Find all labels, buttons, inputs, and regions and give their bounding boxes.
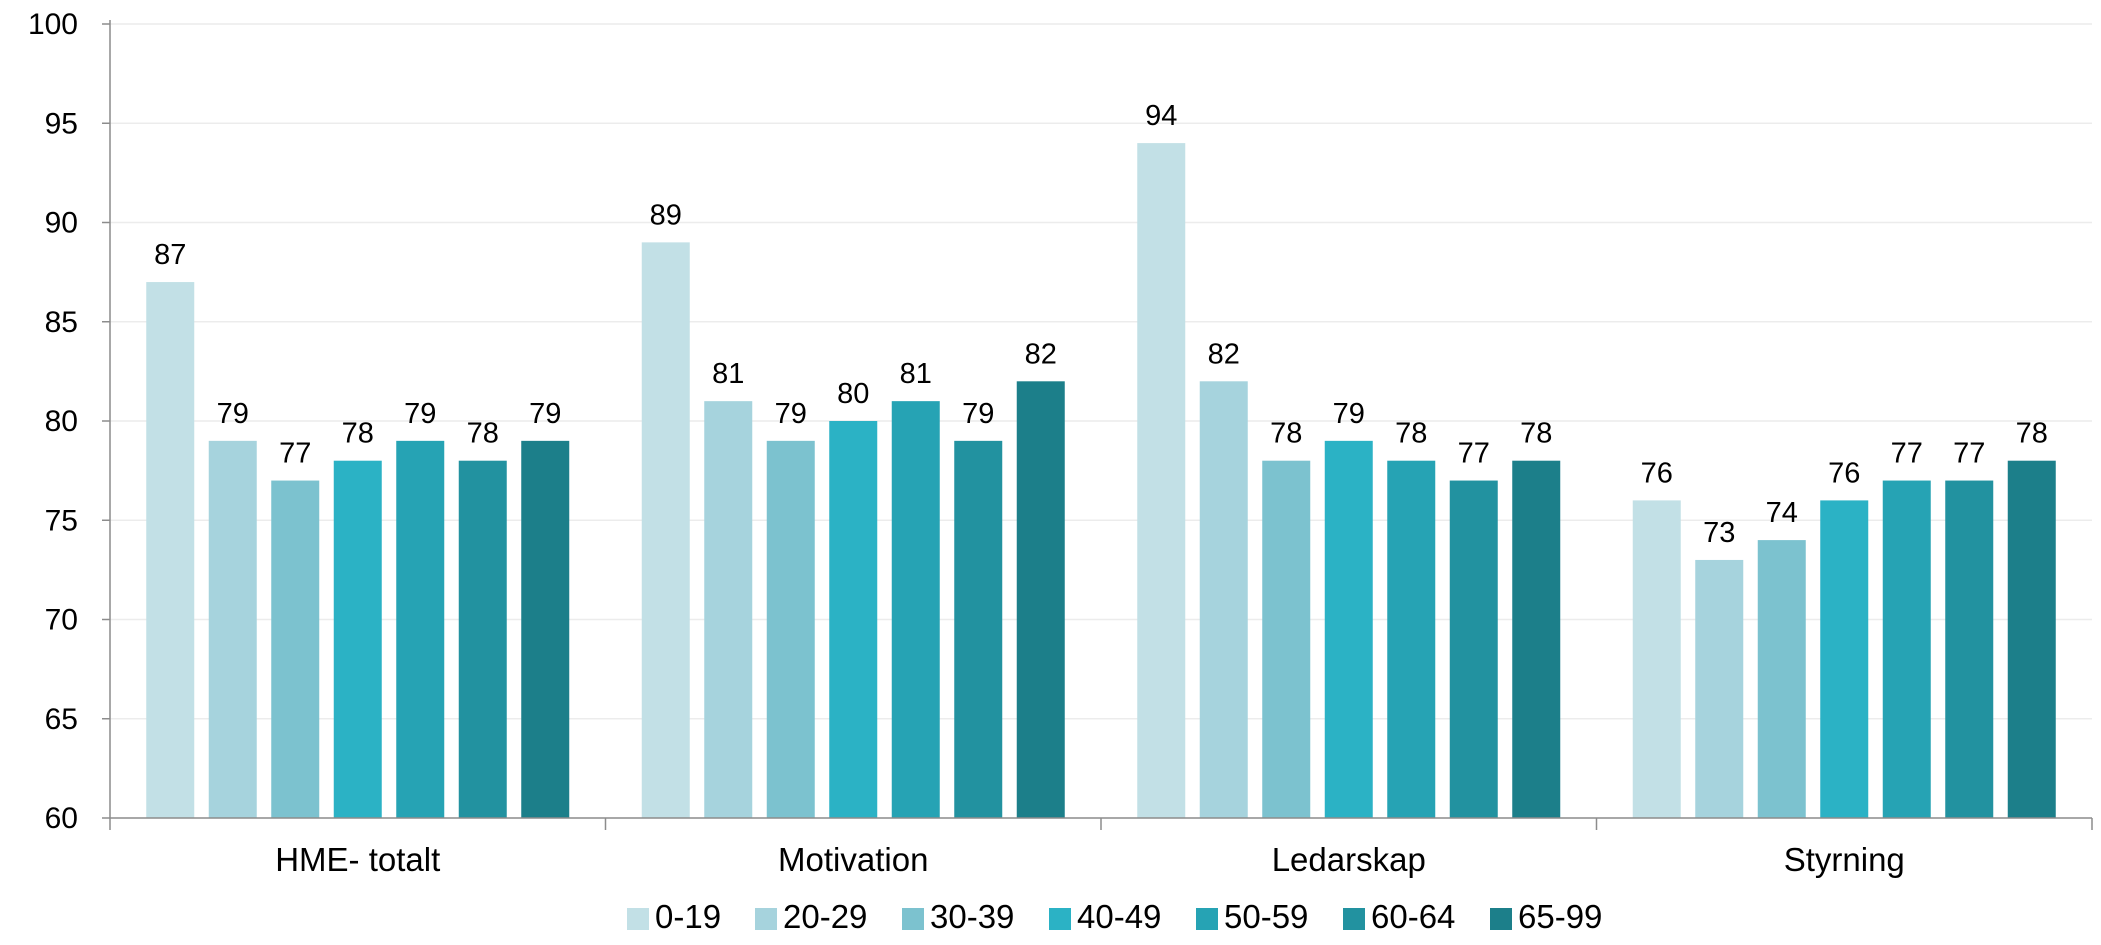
data-label: 77 — [279, 438, 311, 470]
bar — [829, 421, 878, 818]
x-tick-label: HME- totalt — [275, 841, 440, 878]
legend-swatch — [1343, 908, 1365, 930]
data-labels: 87 79 77 78 79 78 79 89 81 79 80 81 79 82 94 82 78 79 78 77… — [154, 100, 2048, 549]
data-label: 94 — [1145, 100, 1177, 132]
bar — [333, 460, 382, 818]
y-tick-label: 80 — [45, 405, 78, 438]
bar — [1632, 500, 1681, 818]
y-tick-label: 60 — [45, 802, 78, 835]
bar — [1820, 500, 1869, 818]
legend-label: 20-29 — [783, 898, 867, 935]
legend-label: 0-19 — [655, 898, 721, 935]
data-label: 79 — [404, 398, 436, 430]
bars — [146, 143, 2056, 819]
y-tick-label: 95 — [45, 107, 78, 140]
bar — [704, 401, 753, 818]
bar — [1199, 381, 1248, 818]
data-label: 78 — [1270, 418, 1302, 450]
bar — [208, 440, 257, 818]
data-label: 78 — [1395, 418, 1427, 450]
data-label: 87 — [154, 239, 186, 271]
bar — [396, 440, 445, 818]
legend-label: 40-49 — [1077, 898, 1161, 935]
bar — [521, 440, 570, 818]
data-label: 77 — [1458, 438, 1490, 470]
bar — [1324, 440, 1373, 818]
bar — [766, 440, 815, 818]
data-label: 78 — [2016, 418, 2048, 450]
bar — [1882, 480, 1931, 818]
legend-label: 65-99 — [1518, 898, 1602, 935]
bar — [1512, 460, 1561, 818]
bar — [1695, 559, 1744, 818]
bar — [641, 242, 690, 819]
data-label: 78 — [1520, 418, 1552, 450]
bar — [1945, 480, 1994, 818]
data-label: 82 — [1025, 338, 1057, 370]
data-label: 79 — [775, 398, 807, 430]
bar — [1137, 143, 1186, 819]
legend-label: 30-39 — [930, 898, 1014, 935]
legend-swatch — [1490, 908, 1512, 930]
data-label: 79 — [1333, 398, 1365, 430]
data-label: 74 — [1766, 497, 1798, 529]
bar — [2007, 460, 2056, 818]
data-label: 81 — [712, 358, 744, 390]
bar — [1262, 460, 1311, 818]
y-tick-label: 65 — [45, 703, 78, 736]
data-label: 73 — [1703, 517, 1735, 549]
axes: 60 65 70 75 80 85 90 95 100 HME- totalt Motivation… — [28, 8, 2093, 878]
legend-swatch — [1196, 908, 1218, 930]
y-tick-label: 85 — [45, 306, 78, 339]
data-label: 77 — [1891, 438, 1923, 470]
data-label: 79 — [529, 398, 561, 430]
x-tick-label: Motivation — [778, 841, 928, 878]
data-label: 78 — [342, 418, 374, 450]
data-label: 78 — [467, 418, 499, 450]
legend: 0-19 20-29 30-39 40-49 50-59 60-64 65-99 — [627, 898, 1602, 935]
bar — [891, 401, 940, 818]
data-label: 81 — [900, 358, 932, 390]
bar — [458, 460, 507, 818]
legend-swatch — [1049, 908, 1071, 930]
x-tick-label: Ledarskap — [1272, 841, 1426, 878]
x-tick-label: Styrning — [1784, 841, 1905, 878]
bar — [1449, 480, 1498, 818]
bar — [146, 282, 195, 818]
bar — [271, 480, 320, 818]
y-tick-label: 100 — [28, 8, 78, 41]
y-tick-label: 75 — [45, 504, 78, 537]
data-label: 80 — [837, 378, 869, 410]
legend-label: 60-64 — [1371, 898, 1455, 935]
bar — [1757, 540, 1806, 818]
bar — [1016, 381, 1065, 818]
bar — [1387, 460, 1436, 818]
data-label: 76 — [1828, 457, 1860, 489]
data-label: 89 — [650, 199, 682, 231]
data-label: 79 — [962, 398, 994, 430]
data-label: 77 — [1953, 438, 1985, 470]
y-tick-label: 70 — [45, 604, 78, 637]
data-label: 82 — [1208, 338, 1240, 370]
legend-swatch — [627, 908, 649, 930]
data-label: 76 — [1641, 457, 1673, 489]
legend-swatch — [755, 908, 777, 930]
data-label: 79 — [217, 398, 249, 430]
y-tick-label: 90 — [45, 207, 78, 240]
legend-swatch — [902, 908, 924, 930]
bar — [954, 440, 1003, 818]
legend-label: 50-59 — [1224, 898, 1308, 935]
